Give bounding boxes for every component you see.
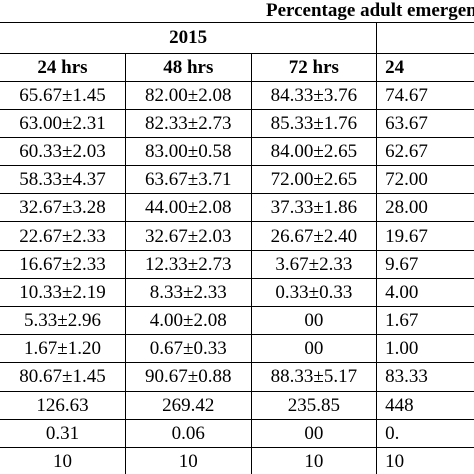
table-cell: 0. (376, 418, 474, 448)
table-cell: 83.33 (376, 362, 474, 392)
table-cell: 90.67±0.88 (124, 362, 252, 392)
table-row: 22.67±2.33 32.67±2.03 26.67±2.40 19.67 (0, 221, 474, 251)
table-row: 60.33±2.03 83.00±0.58 84.00±2.65 62.67 (0, 136, 474, 167)
column-header-24-next: 24 (376, 52, 474, 82)
table-cell: 00 (250, 418, 378, 448)
table-cell: 63.00±2.31 (0, 108, 126, 138)
table-cell: 88.33±5.17 (250, 362, 378, 392)
table-cell: 4.00 (376, 277, 474, 308)
table-cell: 0.06 (124, 418, 252, 448)
group-header-row: 2015 (0, 21, 474, 54)
table-row: 58.33±4.37 63.67±3.71 72.00±2.65 72.00 (0, 165, 474, 195)
table-cell: 58.33±4.37 (0, 165, 126, 195)
table-row: 1.67±1.20 0.67±0.33 00 1.00 (0, 334, 474, 364)
table-cell: 269.42 (124, 390, 252, 420)
table-cell: 32.67±3.28 (0, 193, 126, 223)
table-cell: 74.67 (376, 80, 474, 110)
table-cell: 10 (376, 446, 474, 474)
table-cell: 00 (250, 305, 378, 336)
table-cell: 72.00 (376, 165, 474, 195)
table-cell: 85.33±1.76 (250, 108, 378, 138)
table-row: 0.31 0.06 00 0. (0, 418, 474, 448)
table-cell: 10 (0, 446, 126, 474)
column-header-48hrs: 48 hrs (124, 52, 252, 82)
table-cell: 9.67 (376, 249, 474, 279)
table-cell: 32.67±2.03 (124, 221, 252, 251)
table-cell: 448 (376, 390, 474, 420)
table-cell: 10 (250, 446, 378, 474)
table-cell: 37.33±1.86 (250, 193, 378, 223)
table-cell: 0.67±0.33 (124, 334, 252, 364)
table-row: 32.67±3.28 44.00±2.08 37.33±1.86 28.00 (0, 193, 474, 223)
table-row: 10.33±2.19 8.33±2.33 0.33±0.33 4.00 (0, 277, 474, 308)
table-cell: 12.33±2.73 (124, 249, 252, 279)
table-cell: 63.67±3.71 (124, 165, 252, 195)
table-cell: 1.67 (376, 305, 474, 336)
table-row: 10 10 10 10 (0, 446, 474, 474)
table-row: 5.33±2.96 4.00±2.08 00 1.67 (0, 305, 474, 336)
group-header-next (376, 21, 474, 54)
table-cell: 0.33±0.33 (250, 277, 378, 308)
table-row: 65.67±1.45 82.00±2.08 84.33±3.76 74.67 (0, 80, 474, 110)
table-cell: 63.67 (376, 108, 474, 138)
table-cell: 1.67±1.20 (0, 334, 126, 364)
table-cell: 19.67 (376, 221, 474, 251)
table-cell: 72.00±2.65 (250, 165, 378, 195)
table-cell: 235.85 (250, 390, 378, 420)
table-cell: 82.00±2.08 (124, 80, 252, 110)
table-cell: 3.67±2.33 (250, 249, 378, 279)
table-row: 63.00±2.31 82.33±2.73 85.33±1.76 63.67 (0, 108, 474, 138)
table-cell: 84.00±2.65 (250, 136, 378, 167)
column-header-72hrs: 72 hrs (250, 52, 378, 82)
table-cell: 82.33±2.73 (124, 108, 252, 138)
table-cell: 00 (250, 334, 378, 364)
table-cell: 8.33±2.33 (124, 277, 252, 308)
table-row: 16.67±2.33 12.33±2.73 3.67±2.33 9.67 (0, 249, 474, 279)
table-cell: 126.63 (0, 390, 126, 420)
caption-row: Percentage adult emergence (0, 0, 474, 23)
column-header-row: 24 hrs 48 hrs 72 hrs 24 (0, 52, 474, 82)
table-cell: 0.31 (0, 418, 126, 448)
table-cell: 4.00±2.08 (124, 305, 252, 336)
group-header-2015: 2015 (0, 21, 378, 54)
table-cell: 16.67±2.33 (0, 249, 126, 279)
table-cell: 10.33±2.19 (0, 277, 126, 308)
table-row: 126.63 269.42 235.85 448 (0, 390, 474, 420)
table-cell: 28.00 (376, 193, 474, 223)
table-cell: 1.00 (376, 334, 474, 364)
table-cell: 84.33±3.76 (250, 80, 378, 110)
table-cell: 60.33±2.03 (0, 136, 126, 167)
column-header-24hrs: 24 hrs (0, 52, 126, 82)
table-row: 80.67±1.45 90.67±0.88 88.33±5.17 83.33 (0, 362, 474, 392)
table-cell: 44.00±2.08 (124, 193, 252, 223)
table-cell: 5.33±2.96 (0, 305, 126, 336)
table-cell: 62.67 (376, 136, 474, 167)
table-cell: 26.67±2.40 (250, 221, 378, 251)
table-cell: 22.67±2.33 (0, 221, 126, 251)
table-cell: 80.67±1.45 (0, 362, 126, 392)
table-cell: 10 (124, 446, 252, 474)
table-cell: 65.67±1.45 (0, 80, 126, 110)
table-caption: Percentage adult emergence (0, 0, 474, 23)
table-cell: 83.00±0.58 (124, 136, 252, 167)
